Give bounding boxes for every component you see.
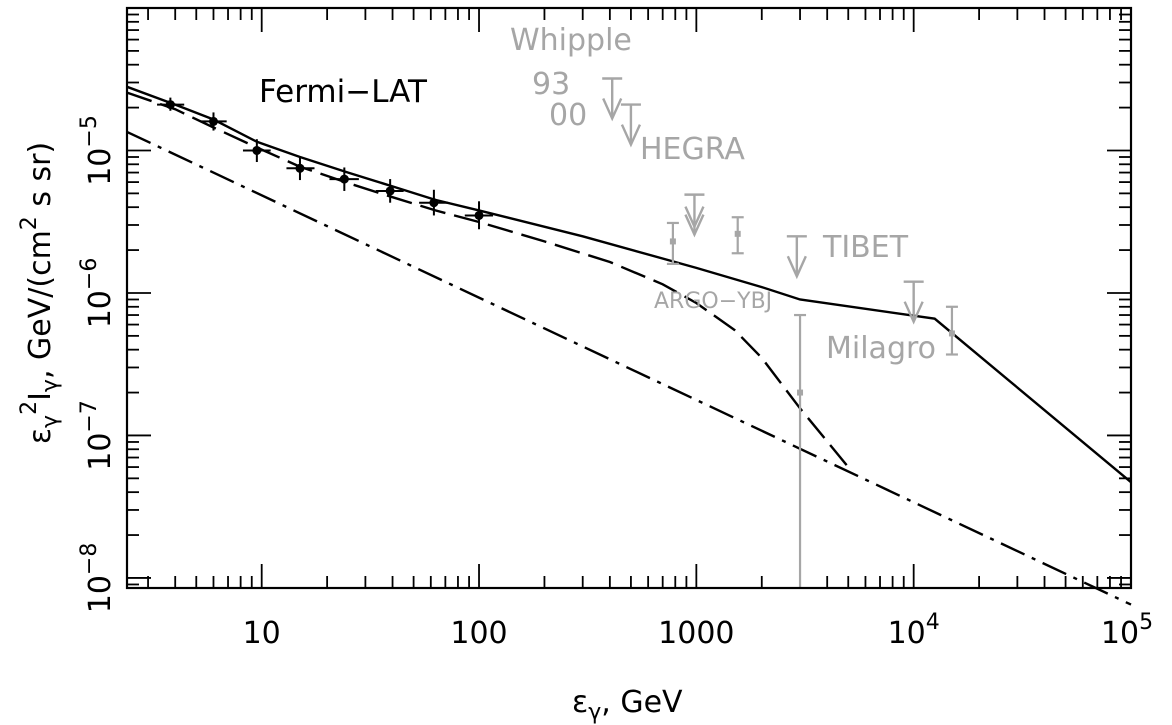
marker <box>474 210 484 220</box>
grey-data-point <box>945 305 958 356</box>
x-tick-label: 104 <box>888 610 940 651</box>
tick-labels: 10 100 1000 104 105 10−8 10−7 10−6 10−5 <box>77 115 1153 651</box>
tibet-label: TIBET <box>822 230 909 265</box>
fermi-data-point <box>157 97 185 111</box>
marker <box>385 186 395 196</box>
milagro-label: Milagro <box>826 331 936 366</box>
fermi-data-point <box>242 139 271 163</box>
y-tick-label: 10−6 <box>77 258 118 329</box>
upper-limit-arrow <box>620 103 642 148</box>
grey-data-point <box>794 313 807 588</box>
whipple-label: Whipple <box>510 23 632 58</box>
points-layer <box>157 77 958 588</box>
svg-text:εγ2Iγ, GeV/(cm2 s sr): εγ2Iγ, GeV/(cm2 s sr) <box>17 142 63 444</box>
svg-text:εγ, GeV: εγ, GeV <box>572 685 683 725</box>
marker <box>797 389 804 396</box>
arrow-head <box>620 124 642 148</box>
marker <box>948 330 955 337</box>
marker <box>734 230 741 237</box>
arrow-head <box>602 98 623 122</box>
marker <box>165 100 175 110</box>
series-line-dashdot <box>126 130 1132 606</box>
fermi-data-point <box>419 189 449 216</box>
marker <box>295 163 305 173</box>
upper-limit-arrow <box>602 77 623 122</box>
fermi-data-point <box>329 167 359 191</box>
marker <box>669 238 676 245</box>
upper-limit-arrow <box>786 235 807 280</box>
marker <box>252 145 262 155</box>
y-tick-label: 10−5 <box>77 115 118 186</box>
arrow-head <box>903 301 924 325</box>
x-tick-label: 1000 <box>658 616 734 651</box>
argo-ybj-label: ARGO−YBJ <box>654 289 772 314</box>
grey-data-point <box>666 221 679 265</box>
y-axis-title: εγ2Iγ, GeV/(cm2 s sr) <box>17 142 63 444</box>
minor-ticks <box>127 8 1131 588</box>
fermi-data-point <box>199 112 227 131</box>
grey-data-point <box>731 216 744 255</box>
whipple-00-label: 00 <box>549 98 587 133</box>
series-line-solid <box>126 85 1132 484</box>
upper-limit-arrow <box>684 193 705 238</box>
x-axis-title: εγ, GeV <box>572 685 683 725</box>
arrow-head <box>684 214 705 238</box>
y-tick-label: 10−8 <box>77 543 118 614</box>
arrow-head-second <box>684 206 705 230</box>
whipple-93-label: 93 <box>532 67 570 102</box>
marker <box>429 198 439 208</box>
series-layer <box>126 85 1132 606</box>
y-tick-label: 10−7 <box>77 400 118 471</box>
upper-limit-arrow <box>903 280 924 325</box>
plot-frame <box>125 6 1133 590</box>
x-tick-label: 10 <box>243 616 281 651</box>
fermi-data-point <box>286 157 315 181</box>
x-tick-label: 100 <box>450 616 507 651</box>
hegra-label: HEGRA <box>640 132 745 167</box>
arrow-head <box>786 255 807 280</box>
fermi-lat-label: Fermi−LAT <box>259 74 428 110</box>
x-tick-label: 105 <box>1101 610 1153 651</box>
fermi-data-point <box>464 201 494 230</box>
fermi-data-point <box>375 179 404 203</box>
marker <box>339 174 349 184</box>
marker <box>208 116 218 126</box>
